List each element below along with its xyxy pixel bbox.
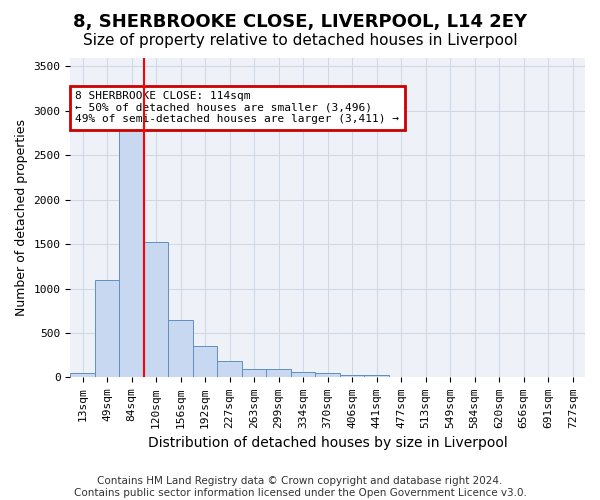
Bar (144, 242, 169, 378)
Text: Size of property relative to detached houses in Liverpool: Size of property relative to detached ho… (83, 32, 517, 48)
Bar (364, 375, 389, 378)
Bar (291, 372, 316, 378)
Bar (169, 320, 193, 378)
Bar (266, 370, 291, 378)
Bar (95, 280, 119, 378)
Text: 8 SHERBROOKE CLOSE: 114sqm
← 50% of detached houses are smaller (3,496)
49% of s: 8 SHERBROOKE CLOSE: 114sqm ← 50% of deta… (76, 91, 400, 124)
Bar (70, 373, 95, 378)
Bar (193, 346, 217, 378)
X-axis label: Distribution of detached houses by size in Liverpool: Distribution of detached houses by size … (148, 436, 508, 450)
Bar (316, 373, 340, 378)
Text: Contains HM Land Registry data © Crown copyright and database right 2024.
Contai: Contains HM Land Registry data © Crown c… (74, 476, 526, 498)
Y-axis label: Number of detached properties: Number of detached properties (15, 119, 28, 316)
Bar (340, 375, 364, 378)
Bar (119, 116, 144, 378)
Text: 8, SHERBROOKE CLOSE, LIVERPOOL, L14 2EY: 8, SHERBROOKE CLOSE, LIVERPOOL, L14 2EY (73, 12, 527, 30)
Bar (242, 370, 266, 378)
Bar (217, 360, 242, 378)
